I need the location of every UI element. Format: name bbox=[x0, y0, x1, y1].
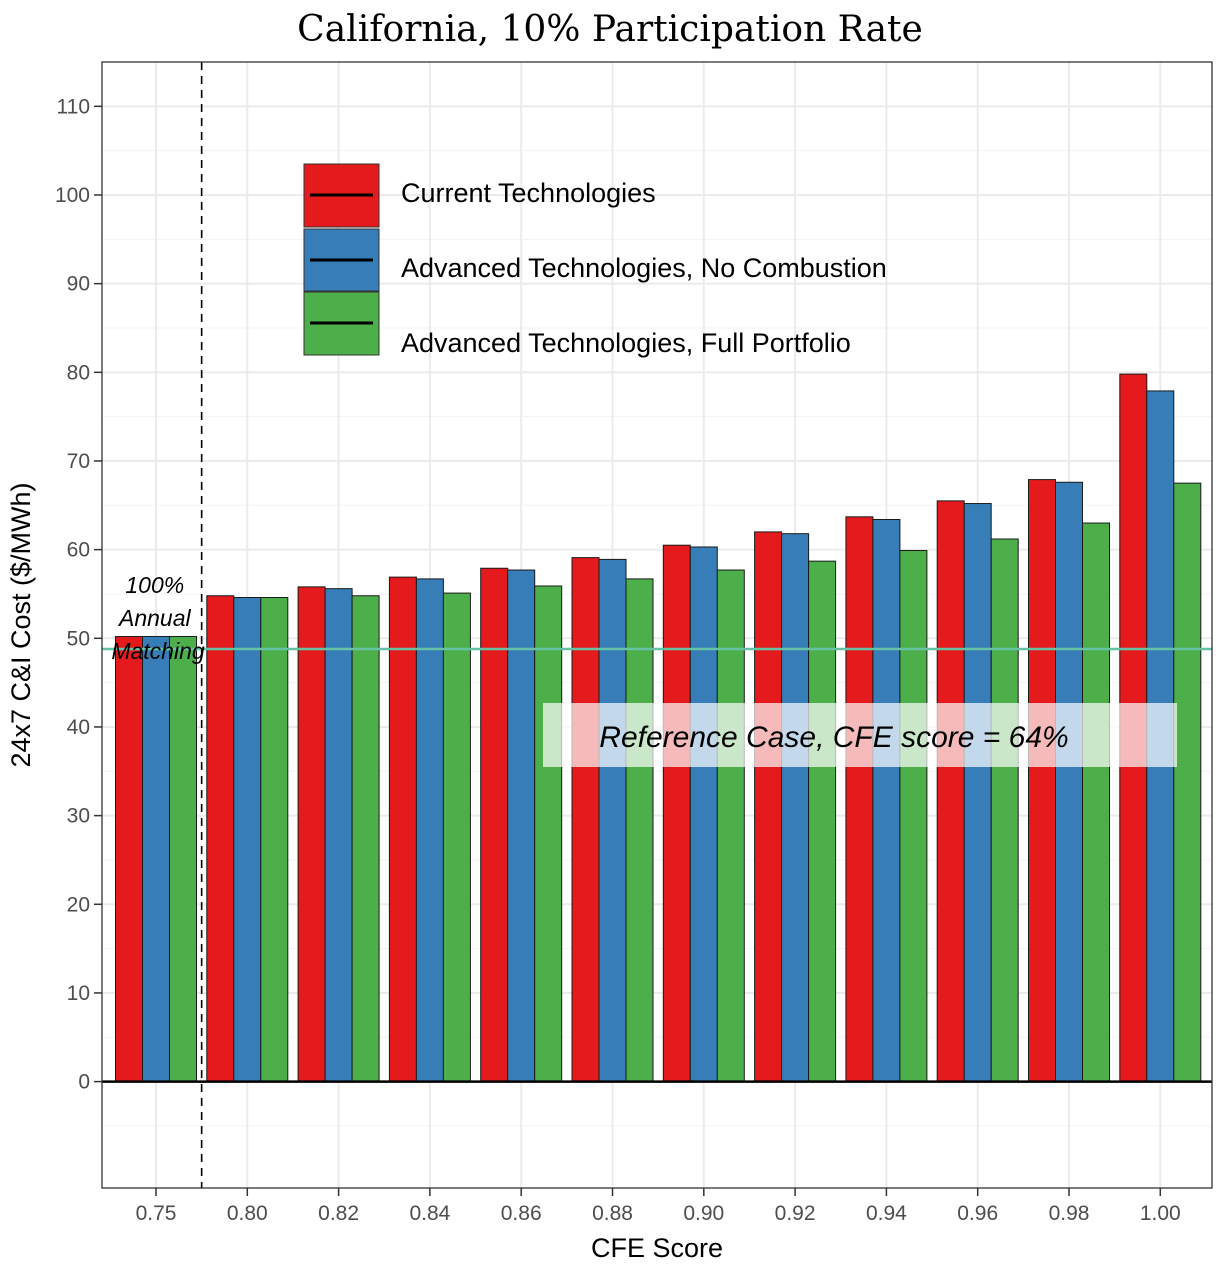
annual-matching-line-2: Annual bbox=[117, 605, 192, 631]
bar-0.75-series-1 bbox=[142, 636, 170, 1083]
bar-0.86-series-0 bbox=[480, 567, 509, 1083]
x-tick-label: 0.88 bbox=[592, 1202, 633, 1225]
bar-0.96-series-1 bbox=[963, 503, 992, 1083]
x-tick-label: 1.00 bbox=[1140, 1202, 1181, 1225]
bar-0.86-series-1 bbox=[507, 569, 536, 1083]
bar-0.80-series-1 bbox=[233, 597, 262, 1083]
bar-0.84-series-2 bbox=[442, 592, 471, 1083]
y-tick-label: 0 bbox=[78, 1071, 90, 1094]
bar-0.98-series-2 bbox=[1082, 522, 1110, 1083]
x-tick-label: 0.98 bbox=[1049, 1202, 1090, 1225]
bar-0.96-series-2 bbox=[990, 538, 1019, 1083]
legend-label-full-portfolio: Advanced Technologies, Full Portfolio bbox=[401, 328, 851, 358]
bar-0.80-series-2 bbox=[260, 597, 289, 1083]
x-tick-label: 0.96 bbox=[957, 1202, 998, 1225]
annual-matching-label: 100% Annual Matching bbox=[111, 572, 205, 664]
y-tick-label: 110 bbox=[57, 95, 90, 118]
x-tick-label: 0.82 bbox=[318, 1202, 359, 1225]
bar-1.00-series-2 bbox=[1173, 482, 1202, 1083]
legend: Current Technologies Advanced Technologi… bbox=[303, 163, 887, 358]
x-tick-label: 0.92 bbox=[775, 1202, 816, 1225]
bar-0.96-series-0 bbox=[936, 500, 965, 1083]
y-tick-label: 70 bbox=[67, 450, 90, 473]
bar-0.75-series-2 bbox=[169, 636, 197, 1083]
bar-0.92-series-2 bbox=[808, 560, 837, 1083]
annual-matching-line-1: 100% bbox=[125, 572, 184, 598]
y-axis-label: 24x7 C&I Cost ($/MWh) bbox=[6, 482, 36, 767]
bar-0.88-series-0 bbox=[571, 557, 600, 1083]
y-tick-label: 30 bbox=[67, 805, 90, 828]
bar-0.90-series-1 bbox=[689, 546, 718, 1083]
bar-0.86-series-2 bbox=[534, 585, 563, 1083]
bar-0.82-series-2 bbox=[351, 595, 380, 1083]
bar-0.88-series-1 bbox=[598, 558, 627, 1083]
bar-0.98-series-0 bbox=[1028, 479, 1056, 1083]
bar-0.84-series-0 bbox=[388, 576, 417, 1083]
bar-0.84-series-1 bbox=[415, 578, 444, 1083]
y-tick-label: 80 bbox=[67, 361, 90, 384]
x-axis: 0.75 0.80 0.82 0.84 0.86 0.88 0.90 0.92 0.94 0.96… bbox=[136, 1188, 1181, 1225]
y-tick-label: 40 bbox=[67, 716, 90, 739]
bar-0.94-series-1 bbox=[872, 518, 901, 1083]
bar-0.92-series-1 bbox=[781, 533, 810, 1083]
y-tick-label: 20 bbox=[67, 893, 90, 916]
y-tick-label: 60 bbox=[67, 539, 90, 562]
plot-border bbox=[101, 61, 1213, 1189]
reference-label-box bbox=[543, 703, 1177, 767]
bar-0.80-series-0 bbox=[206, 595, 235, 1083]
x-tick-label: 0.75 bbox=[136, 1202, 177, 1225]
bar-0.94-series-2 bbox=[899, 550, 928, 1083]
chart-title: California, 10% Participation Rate bbox=[297, 9, 923, 50]
legend-label-current: Current Technologies bbox=[401, 178, 656, 208]
y-tick-label: 100 bbox=[55, 184, 90, 207]
y-tick-label: 90 bbox=[67, 273, 90, 296]
bar-0.88-series-2 bbox=[625, 578, 654, 1083]
bar-0.75-series-0 bbox=[115, 636, 143, 1083]
y-tick-label: 50 bbox=[67, 627, 90, 650]
bar-0.94-series-0 bbox=[845, 516, 874, 1083]
reference-label: Reference Case, CFE score = 64% bbox=[599, 721, 1068, 754]
x-tick-label: 0.90 bbox=[683, 1202, 724, 1225]
legend-label-no-combustion: Advanced Technologies, No Combustion bbox=[401, 253, 887, 283]
x-tick-label: 0.94 bbox=[866, 1202, 907, 1225]
annual-matching-line-3: Matching bbox=[111, 638, 205, 664]
x-tick-label: 0.86 bbox=[501, 1202, 542, 1225]
bar-0.82-series-0 bbox=[297, 586, 326, 1083]
bar-0.90-series-0 bbox=[662, 544, 691, 1083]
y-axis: 0 10 20 30 40 50 60 70 80 90 100 110 bbox=[55, 95, 102, 1094]
x-axis-label: CFE Score bbox=[591, 1233, 723, 1263]
bar-0.90-series-2 bbox=[716, 569, 745, 1083]
bar-0.92-series-0 bbox=[754, 531, 783, 1083]
y-tick-label: 10 bbox=[67, 982, 90, 1005]
bar-0.98-series-1 bbox=[1055, 481, 1083, 1083]
x-tick-label: 0.84 bbox=[409, 1202, 450, 1225]
bar-0.82-series-1 bbox=[324, 588, 353, 1083]
x-tick-label: 0.80 bbox=[227, 1202, 268, 1225]
